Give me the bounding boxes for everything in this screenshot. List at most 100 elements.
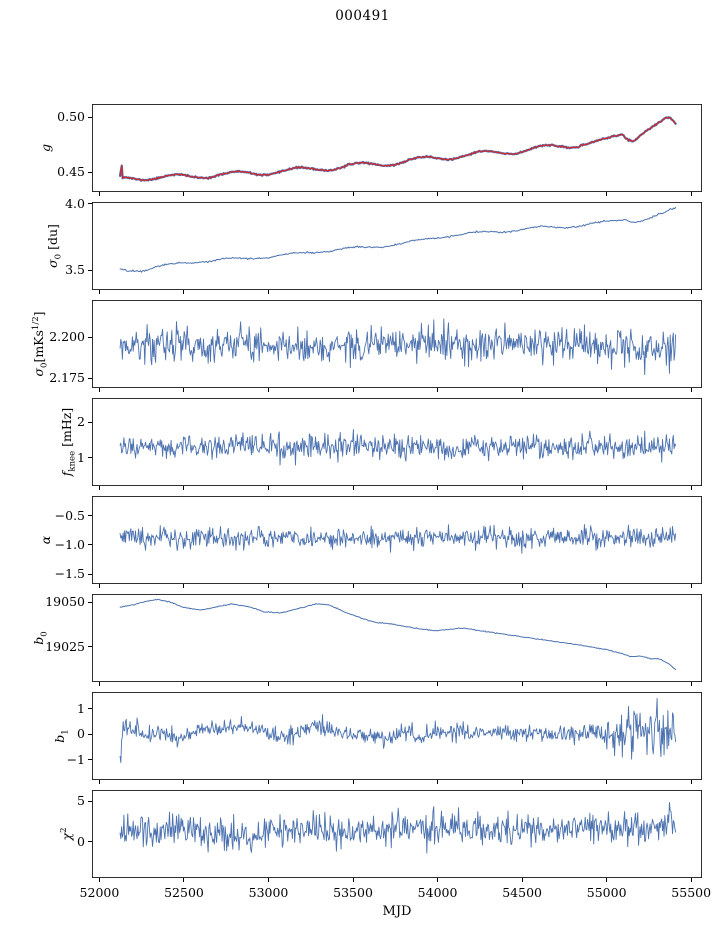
x-tick-mark (606, 878, 608, 882)
x-tick-mark (690, 584, 692, 588)
y-tick-mark (88, 708, 92, 710)
x-tick-mark (521, 192, 523, 196)
y-axis-label-g: g (38, 143, 53, 153)
x-tick-mark (606, 584, 608, 588)
x-tick-mark (183, 878, 185, 882)
panel-alpha: −1.5 −1.0 −0.5 α (0, 496, 725, 588)
y-tick-label: −1 (66, 751, 85, 767)
x-tick-mark (183, 192, 185, 196)
x-tick-mark (437, 780, 439, 784)
x-tick-mark (268, 682, 269, 686)
plot-canvas-g (92, 104, 702, 192)
x-tick-mark (437, 290, 439, 294)
y-tick-mark (88, 601, 92, 603)
panel-b0: 19025 19050 b0 (0, 594, 725, 686)
x-tick-mark (521, 388, 523, 392)
x-tick-mark (521, 682, 523, 686)
x-tick-mark (606, 290, 608, 294)
x-tick-mark (268, 584, 269, 588)
y-tick-label: 1 (77, 449, 85, 465)
x-tick-mark (98, 682, 100, 686)
x-tick-mark (98, 878, 100, 882)
x-tick-mark (98, 780, 100, 784)
x-tick-label: 55500 (671, 885, 712, 900)
x-tick-mark (183, 780, 185, 784)
x-tick-label: 53000 (248, 885, 289, 900)
x-tick-mark (606, 192, 608, 196)
y-tick-label: −1.5 (54, 566, 85, 582)
y-tick-mark (88, 759, 92, 761)
x-tick-mark (352, 878, 354, 882)
plot-canvas-fknee (92, 398, 702, 486)
x-tick-mark (690, 682, 692, 686)
x-tick-mark (606, 780, 608, 784)
x-tick-mark (268, 192, 269, 196)
x-tick-mark (690, 192, 692, 196)
panel-g: 0.45 0.50 g (0, 104, 725, 196)
y-tick-label: 0.45 (57, 164, 85, 180)
x-tick-label: 55000 (586, 885, 627, 900)
x-tick-mark (98, 584, 100, 588)
x-tick-label: 54000 (417, 885, 458, 900)
x-tick-mark (183, 486, 185, 490)
x-tick-mark (521, 290, 523, 294)
y-tick-label: 19050 (45, 594, 85, 610)
x-tick-mark (606, 388, 608, 392)
x-tick-mark (437, 486, 439, 490)
x-tick-mark (268, 290, 269, 294)
y-axis-label-chi2: χ2 (59, 827, 75, 841)
x-tick-label: 52000 (79, 885, 120, 900)
y-tick-label: 5 (77, 793, 85, 809)
panel-b1: −1 0 1 b1 (0, 692, 725, 784)
y-tick-label: 2.175 (49, 370, 85, 386)
y-tick-mark (88, 116, 92, 118)
y-tick-label: 0 (77, 833, 85, 849)
y-axis-label-sigma0-mks: σ0[mKs1/2] (31, 311, 50, 377)
y-tick-mark (88, 544, 92, 546)
panel-fknee: 1 2 fknee [mHz] (0, 398, 725, 490)
y-tick-mark (88, 800, 92, 802)
y-axis-label-sigma0-du: σ0 [du] (45, 224, 64, 268)
x-tick-mark (521, 584, 523, 588)
panel-sigma0-mks: 2.175 2.200 σ0[mKs1/2] (0, 300, 725, 392)
y-tick-label: −1.0 (54, 536, 85, 552)
x-tick-mark (183, 290, 185, 294)
x-tick-mark (690, 780, 692, 784)
plot-canvas-chi2 (92, 790, 702, 878)
x-tick-mark (183, 682, 185, 686)
y-tick-mark (88, 377, 92, 379)
x-tick-mark (521, 486, 523, 490)
x-tick-mark (268, 388, 269, 392)
plot-canvas-alpha (92, 496, 702, 584)
x-tick-mark (268, 780, 269, 784)
y-tick-label: −0.5 (54, 507, 85, 523)
x-tick-mark (606, 486, 608, 490)
x-tick-mark (352, 486, 354, 490)
y-tick-mark (88, 841, 92, 843)
plot-canvas-b0 (92, 594, 702, 682)
plot-canvas-sigma0-mks (92, 300, 702, 388)
x-tick-mark (98, 486, 100, 490)
x-tick-mark (437, 682, 439, 686)
y-tick-mark (88, 457, 92, 459)
x-tick-mark (690, 878, 692, 882)
y-tick-label: 4.0 (65, 196, 85, 211)
x-tick-mark (521, 878, 523, 882)
x-tick-mark (183, 584, 185, 588)
y-axis-label-b0: b0 (31, 631, 50, 645)
y-tick-mark (88, 203, 92, 205)
y-tick-label: 19025 (45, 638, 85, 654)
y-tick-mark (88, 646, 92, 648)
x-tick-label: 54500 (502, 885, 542, 900)
panel-chi2: 0 5 χ2 (0, 790, 725, 882)
x-tick-label: 53500 (333, 885, 373, 900)
plot-canvas-sigma0-du (92, 202, 702, 290)
x-tick-mark (352, 192, 354, 196)
y-tick-mark (88, 171, 92, 173)
x-tick-mark (352, 584, 354, 588)
y-tick-label: 2 (77, 414, 85, 430)
panel-sigma0-du: 3.5 4.0 σ0 [du] (0, 196, 725, 294)
x-tick-mark (521, 780, 523, 784)
y-tick-mark (88, 573, 92, 575)
x-tick-mark (437, 584, 439, 588)
